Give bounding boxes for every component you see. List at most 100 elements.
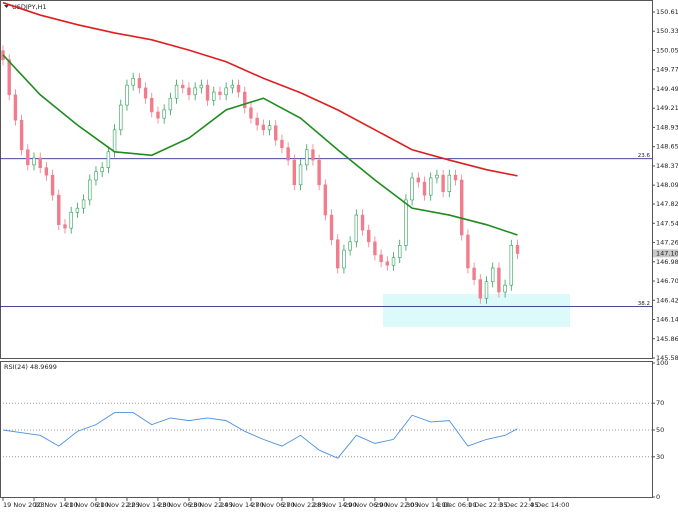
support-zone (383, 294, 570, 327)
candle-body (416, 177, 421, 183)
y-tick-label: 147.260 (656, 239, 678, 247)
candle-body (410, 177, 414, 201)
x-tick-label: 23 Nov 22:05 (189, 501, 233, 509)
candle-body (261, 124, 266, 131)
line-series (2, 412, 518, 459)
candle-body (373, 241, 377, 256)
x-tick-label: 30 Nov 14:00 (406, 501, 450, 509)
candle-body (348, 241, 352, 251)
candle-body (435, 174, 439, 179)
candle-body (503, 284, 507, 293)
candle-body (360, 214, 365, 231)
candle-body (69, 212, 73, 229)
candle-body (50, 174, 55, 196)
candle-body (19, 119, 24, 151)
candle-body (156, 111, 160, 119)
line-series (2, 1, 518, 177)
fib-label: 38.2 (638, 301, 650, 307)
candle-body (422, 181, 427, 196)
candle-body (131, 77, 135, 86)
candle-body (497, 267, 501, 293)
x-tick-label: 1 Dec 22:05 (468, 501, 508, 509)
x-tick-label: 20 Nov 14:00 (34, 501, 78, 509)
candle-body (112, 129, 117, 153)
y-tick-label: 150.335 (656, 27, 678, 35)
candle-body (280, 139, 284, 148)
x-tick-label: 21 Nov 06:00 (65, 501, 109, 509)
candle-body (472, 267, 476, 280)
candle-body (484, 281, 489, 299)
candle-body (447, 174, 452, 192)
candle-body (354, 214, 359, 243)
price-panel-frame (0, 0, 653, 359)
candle-body (168, 97, 173, 111)
candle-body (13, 94, 18, 121)
y-tick-label: 146.420 (656, 296, 678, 304)
x-tick-label: 29 Nov 06:00 (344, 501, 388, 509)
y-tick-label: 148.935 (656, 123, 678, 131)
candle-body (441, 174, 445, 192)
y-tick-label: 145.580 (656, 354, 678, 362)
candle-body (379, 254, 383, 263)
x-tick-label: 3 Dec 22:05 (499, 501, 539, 509)
candle-body (75, 207, 80, 213)
candle-body (44, 167, 49, 176)
candle-body (181, 84, 185, 89)
last-price-box (653, 249, 678, 258)
y-tick-label: 50 (656, 426, 664, 434)
candle-body (81, 199, 86, 209)
candle-body (137, 77, 142, 89)
x-tick-label: 27 Nov 06:00 (251, 501, 295, 509)
x-tick-label: 28 Nov 14:00 (313, 501, 357, 509)
y-tick-label: 149.215 (656, 104, 678, 112)
candle-body (187, 87, 191, 96)
candle-body (342, 249, 346, 269)
candle-body (162, 109, 166, 119)
y-tick-label: 0 (656, 493, 660, 501)
y-tick-label: 146.700 (656, 277, 678, 285)
candle-body (119, 104, 123, 131)
candle-body (88, 179, 92, 201)
candle-body (267, 125, 272, 131)
x-tick-label: 19 Nov 2023 (3, 501, 45, 509)
candle-body (466, 234, 470, 269)
candle-body (367, 229, 371, 243)
candle-body (509, 244, 513, 286)
candle-body (32, 157, 36, 166)
candle-body (143, 87, 148, 99)
candle-body (336, 239, 340, 269)
y-tick-label: 148.095 (656, 181, 678, 189)
candle-body (311, 149, 315, 161)
y-tick-label: 146.980 (656, 258, 678, 266)
candle-body (460, 179, 464, 236)
y-tick-label: 147.540 (656, 219, 678, 227)
candle-body (230, 84, 235, 89)
symbol-title: USDJPY,H1 (12, 3, 47, 11)
candle-body (205, 84, 210, 101)
candle-body (298, 164, 303, 186)
candle-body (478, 279, 482, 299)
candle-body (249, 107, 253, 119)
candle-body (224, 87, 228, 96)
x-tick-label: 1 Dec 06:00 (437, 501, 477, 509)
x-tick-label: 22 Nov 14:00 (127, 501, 171, 509)
candle-body (398, 244, 402, 258)
x-tick-label: 23 Nov 06:00 (158, 501, 202, 509)
candle-body (150, 97, 154, 113)
candle-body (218, 91, 222, 96)
y-tick-label: 148.655 (656, 143, 678, 151)
y-tick-label: 147.820 (656, 200, 678, 208)
candle-body (391, 257, 396, 266)
candle-body (38, 157, 42, 168)
y-tick-label: 146.140 (656, 316, 678, 324)
candle-body (515, 244, 520, 254)
candle-body (323, 184, 328, 216)
candle-body (174, 84, 179, 99)
x-tick-label: 24 Nov 14:00 (220, 501, 264, 509)
candle-body (490, 267, 495, 283)
candle-body (404, 199, 408, 246)
candle-body (212, 91, 216, 101)
candle-body (199, 84, 204, 89)
menu-arrow (4, 5, 9, 8)
